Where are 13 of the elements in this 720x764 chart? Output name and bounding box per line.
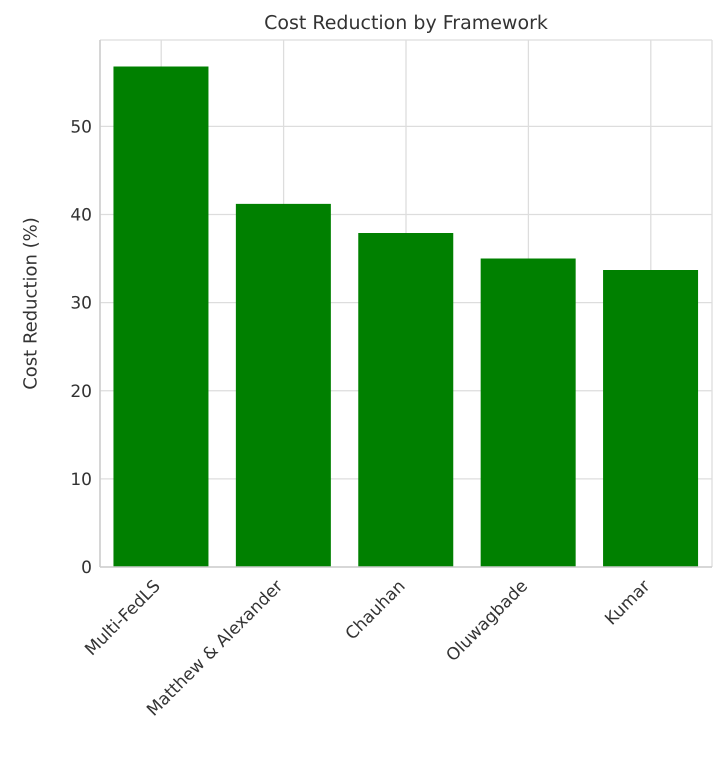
y-tick-label: 0 [81,558,92,578]
y-tick-label: 20 [70,382,92,402]
bar [358,233,454,567]
bar [603,270,698,567]
y-tick-label: 30 [70,294,92,314]
y-tick-label: 10 [70,470,92,490]
y-axis-title: Cost Reduction (%) [20,217,42,390]
y-tick-label: 40 [70,206,92,226]
bar [113,66,208,567]
bar [236,204,331,567]
chart-title: Cost Reduction by Framework [263,12,549,34]
bar [480,258,576,567]
y-tick-label: 50 [70,117,92,138]
